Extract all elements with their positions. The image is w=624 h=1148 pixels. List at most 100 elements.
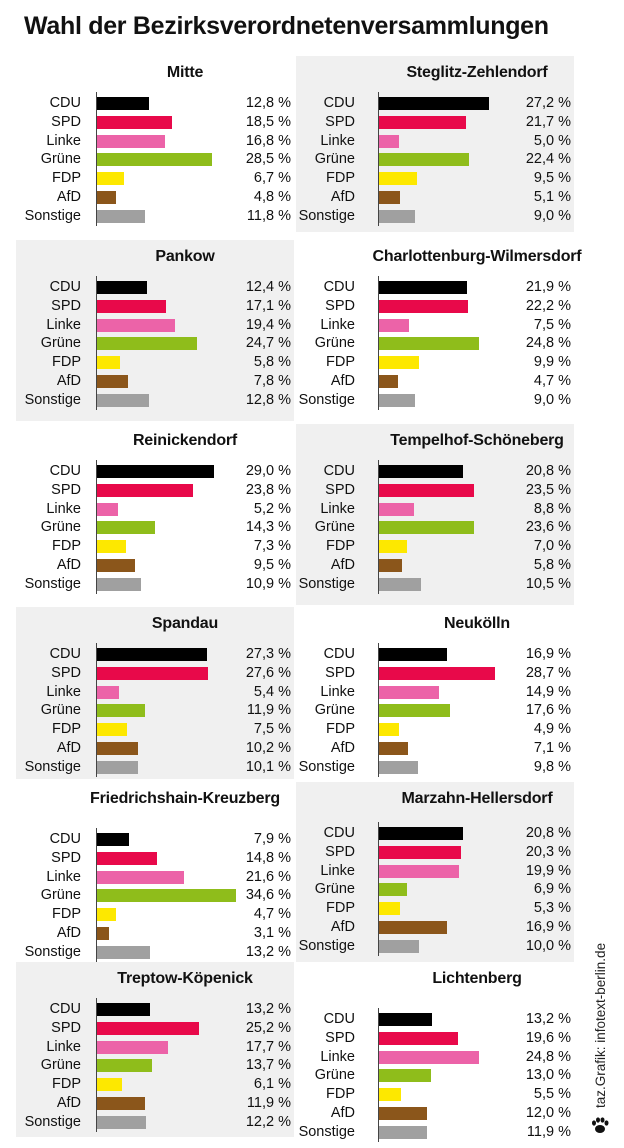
party-label: SPD xyxy=(325,113,355,130)
party-label: SPD xyxy=(325,481,355,498)
bar-afd xyxy=(97,1097,145,1110)
party-label: FDP xyxy=(326,1086,355,1103)
value-label: 10,1 % xyxy=(245,758,291,775)
party-label: Linke xyxy=(320,316,355,333)
bar-cdu xyxy=(97,465,214,478)
party-label: CDU xyxy=(49,95,81,111)
value-label: 6,1 % xyxy=(253,1076,291,1093)
bar-linke xyxy=(97,318,176,332)
party-label: AfD xyxy=(330,373,355,389)
value-label: 12,2 % xyxy=(245,1113,291,1130)
value-label: 11,9 % xyxy=(526,1123,571,1140)
party-label: Sonstige xyxy=(298,758,355,775)
party-label: Grüne xyxy=(40,151,81,168)
value-label: 7,5 % xyxy=(253,721,291,738)
party-label: Grüne xyxy=(314,519,355,536)
party-label: Grüne xyxy=(40,702,81,719)
party-label: Linke xyxy=(46,316,81,333)
party-label: CDU xyxy=(323,646,355,662)
bar-sonstige xyxy=(379,760,419,774)
value-label: 6,7 % xyxy=(253,170,291,187)
bar-spd xyxy=(379,115,467,129)
party-label: CDU xyxy=(49,279,81,295)
value-label: 7,1 % xyxy=(533,740,571,756)
bar-cdu xyxy=(379,281,468,294)
bar-gruene xyxy=(379,704,450,718)
value-label: 23,6 % xyxy=(525,519,571,536)
bar-spd xyxy=(379,483,474,497)
bar-gruene xyxy=(97,1059,153,1073)
value-label: 13,0 % xyxy=(525,1067,571,1084)
bar-afd xyxy=(97,742,139,755)
party-label: CDU xyxy=(323,463,355,479)
party-label: Linke xyxy=(320,500,355,517)
party-label: AfD xyxy=(56,740,81,756)
district-title: Tempelhof-Schöneberg xyxy=(390,432,564,449)
party-label: SPD xyxy=(51,664,81,681)
value-label: 16,9 % xyxy=(525,919,571,935)
bar-afd xyxy=(379,1107,428,1120)
district-panel: Spandau CDU 27,3 % SPD 27,6 % Linke 5,4 % Grüne… xyxy=(16,607,294,779)
value-label: 19,6 % xyxy=(525,1029,571,1046)
value-label: 9,9 % xyxy=(533,354,571,371)
bar-gruene xyxy=(379,337,479,351)
value-label: 19,4 % xyxy=(245,316,291,333)
bar-linke xyxy=(97,870,185,884)
party-label: Sonstige xyxy=(298,575,355,592)
bar-sonstige xyxy=(379,939,420,953)
bar-spd xyxy=(379,666,495,680)
value-label: 12,4 % xyxy=(245,279,291,295)
bar-gruene xyxy=(97,521,155,535)
party-label: AfD xyxy=(56,1095,81,1111)
party-label: Grüne xyxy=(314,335,355,352)
value-label: 16,9 % xyxy=(525,646,571,662)
value-label: 5,4 % xyxy=(253,683,291,700)
party-label: Grüne xyxy=(40,519,81,536)
bar-gruene xyxy=(97,889,237,903)
value-label: 34,6 % xyxy=(245,887,291,904)
value-label: 14,9 % xyxy=(525,683,571,700)
bar-afd xyxy=(97,375,129,388)
value-label: 28,7 % xyxy=(525,664,571,681)
district-title: Spandau xyxy=(151,615,219,632)
party-label: CDU xyxy=(323,95,355,111)
value-label: 20,8 % xyxy=(525,463,571,479)
value-label: 12,8 % xyxy=(245,95,291,111)
value-label: 6,9 % xyxy=(533,881,571,898)
value-label: 5,3 % xyxy=(533,900,571,917)
party-label: CDU xyxy=(323,1011,355,1027)
bar-afd xyxy=(379,742,408,755)
value-label: 12,0 % xyxy=(525,1105,571,1121)
party-label: AfD xyxy=(330,919,355,935)
value-label: 9,0 % xyxy=(533,391,571,408)
bar-linke xyxy=(379,1050,479,1064)
party-label: Linke xyxy=(46,868,81,885)
district-title: Mitte xyxy=(166,64,204,81)
value-label: 13,2 % xyxy=(525,1011,571,1027)
value-label: 7,0 % xyxy=(533,538,571,555)
value-label: 10,9 % xyxy=(245,575,291,592)
value-label: 13,7 % xyxy=(245,1057,291,1074)
axis-line xyxy=(96,828,97,962)
bar-linke xyxy=(379,502,415,516)
bar-spd xyxy=(97,483,193,497)
value-label: 17,7 % xyxy=(245,1038,291,1055)
bar-sonstige xyxy=(97,209,145,223)
value-label: 9,0 % xyxy=(533,207,571,224)
value-label: 9,5 % xyxy=(533,170,571,187)
value-label: 3,1 % xyxy=(253,925,291,941)
value-label: 9,5 % xyxy=(253,557,291,573)
bar-spd xyxy=(97,666,209,680)
party-label: Sonstige xyxy=(298,207,355,224)
value-label: 12,8 % xyxy=(245,391,291,408)
value-label: 27,2 % xyxy=(525,95,571,111)
party-label: CDU xyxy=(49,646,81,662)
value-label: 8,8 % xyxy=(533,500,571,517)
bar-cdu xyxy=(379,648,448,661)
party-label: Linke xyxy=(320,862,355,879)
bar-gruene xyxy=(379,521,475,535)
bar-sonstige xyxy=(379,393,416,407)
district-panel: Tempelhof-Schöneberg CDU 20,8 % SPD 23,5 % Li… xyxy=(296,424,574,605)
value-label: 4,8 % xyxy=(253,189,291,205)
